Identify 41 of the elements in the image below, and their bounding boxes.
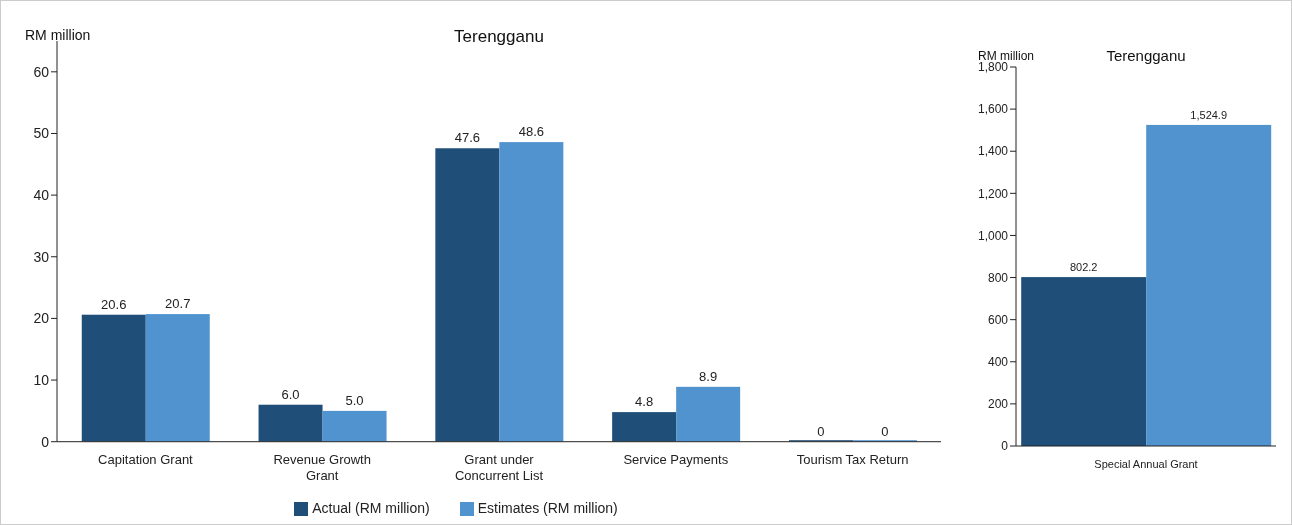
- y-tick-label: 0: [1001, 439, 1009, 454]
- y-tick-label: 1,400: [977, 144, 1009, 159]
- y-tick-label: 10: [33, 372, 50, 389]
- y-tick-label: 1,600: [977, 102, 1009, 117]
- data-label: 4.8: [635, 394, 654, 410]
- y-tick-label: 800: [987, 270, 1009, 285]
- chart-title: Terengganu: [1106, 47, 1186, 64]
- data-label: 48.6: [518, 124, 545, 140]
- y-tick-label: 1,800: [977, 60, 1009, 75]
- y-axis-title: RM million: [25, 27, 91, 43]
- y-tick-label: 400: [987, 355, 1009, 370]
- data-label: 1,524.9: [1190, 108, 1228, 121]
- x-tick-label: Special Annual Grant: [1094, 458, 1198, 470]
- data-label: 47.6: [454, 130, 481, 146]
- y-tick-label: 40: [33, 187, 50, 204]
- y-tick-label: 600: [987, 312, 1009, 327]
- legend-label: Estimates (RM million): [477, 499, 618, 516]
- data-label: 20.7: [165, 296, 191, 312]
- x-tick-label: Revenue Growth Grant: [273, 451, 371, 483]
- x-tick-label: Service Payments: [623, 451, 729, 467]
- data-label: 8.9: [699, 368, 718, 384]
- data-label: 0: [881, 423, 889, 439]
- chart-title: Terengganu: [454, 27, 544, 46]
- x-tick-label: Grant under Concurrent List: [454, 451, 544, 483]
- y-axis-title: RM million: [978, 49, 1035, 63]
- y-tick-label: 30: [33, 248, 50, 265]
- data-label: 0: [817, 423, 825, 439]
- y-tick-label: 60: [33, 63, 50, 80]
- y-tick-label: 200: [987, 397, 1009, 412]
- y-tick-label: 1,200: [977, 186, 1009, 201]
- data-label: 6.0: [281, 386, 300, 402]
- legend-label: Actual (RM million): [312, 499, 430, 516]
- data-label: 802.2: [1069, 261, 1098, 274]
- y-tick-label: 1,000: [977, 228, 1009, 243]
- x-tick-label: Capitation Grant: [98, 451, 194, 467]
- y-tick-label: 0: [41, 433, 50, 450]
- data-label: 5.0: [345, 392, 364, 408]
- y-tick-label: 50: [33, 125, 50, 142]
- x-tick-label: Tourism Tax Return: [796, 451, 909, 467]
- y-tick-label: 20: [33, 310, 50, 327]
- data-label: 20.6: [101, 296, 127, 312]
